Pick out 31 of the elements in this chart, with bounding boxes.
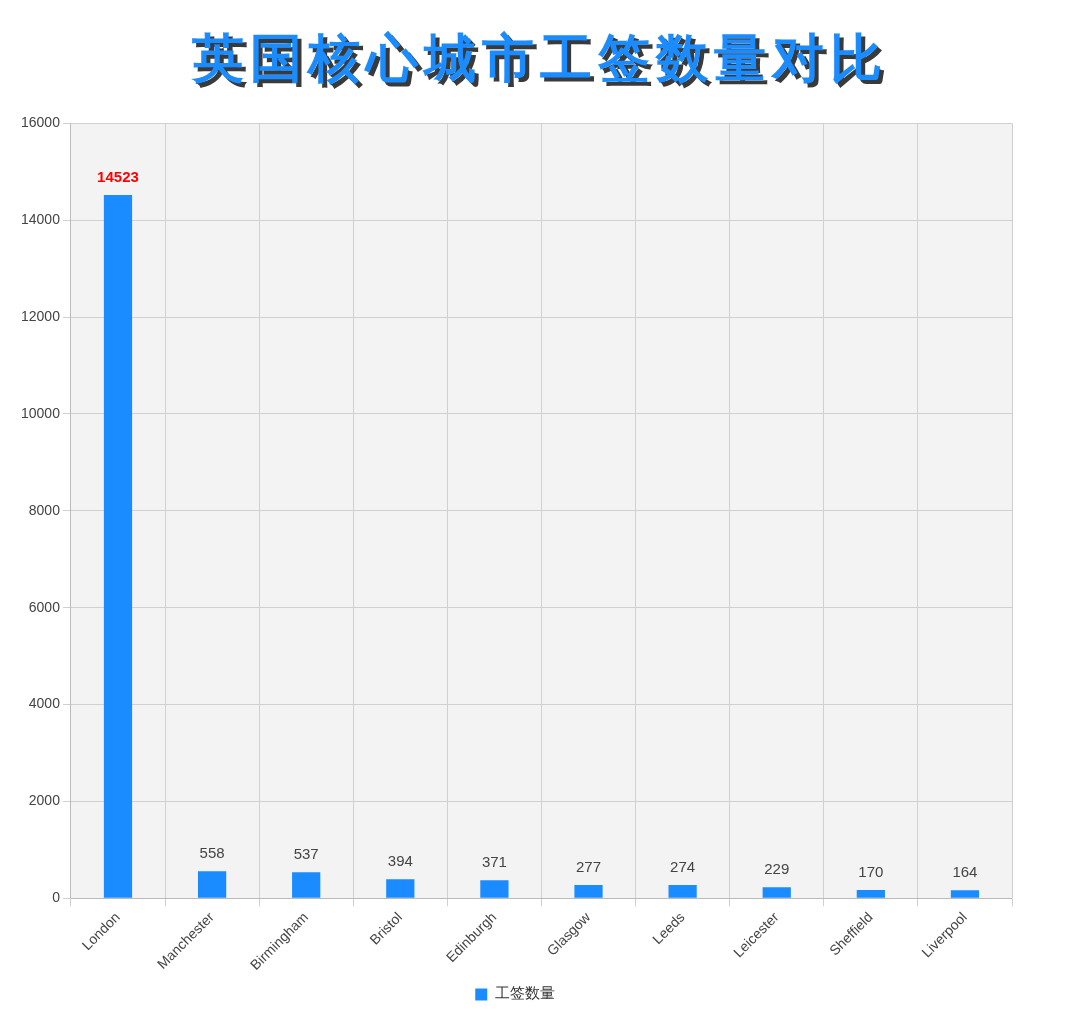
bar xyxy=(668,885,697,898)
chart-title: 英国核心城市工签数量对比 xyxy=(190,27,889,90)
data-label: 394 xyxy=(387,851,413,869)
data-label: 558 xyxy=(199,843,225,861)
bar xyxy=(386,879,415,898)
bar xyxy=(574,884,603,898)
bar xyxy=(480,880,509,898)
data-label: 277 xyxy=(576,857,602,875)
data-label: 537 xyxy=(293,844,319,862)
bar xyxy=(762,887,791,898)
y-tick-label: 4000 xyxy=(28,695,61,712)
y-tick-label: 2000 xyxy=(28,792,61,809)
y-tick-label: 0 xyxy=(52,889,61,906)
legend-label: 工签数量 xyxy=(494,984,555,1003)
data-label: 164 xyxy=(952,863,978,881)
y-tick-label: 6000 xyxy=(28,598,61,615)
bar xyxy=(103,194,133,898)
bar xyxy=(292,872,321,898)
data-label: 170 xyxy=(858,862,884,880)
data-label: 14523 xyxy=(97,167,139,185)
data-label: 371 xyxy=(481,852,507,870)
y-tick-label: 16000 xyxy=(20,114,61,131)
bar xyxy=(950,890,980,898)
y-tick-label: 10000 xyxy=(20,404,61,421)
data-label: 229 xyxy=(764,859,790,877)
bar xyxy=(197,871,227,898)
y-tick-label: 8000 xyxy=(28,501,61,518)
y-tick-label: 14000 xyxy=(20,211,61,228)
data-label: 274 xyxy=(670,857,696,875)
y-tick-label: 12000 xyxy=(20,307,61,324)
bar xyxy=(856,890,885,898)
